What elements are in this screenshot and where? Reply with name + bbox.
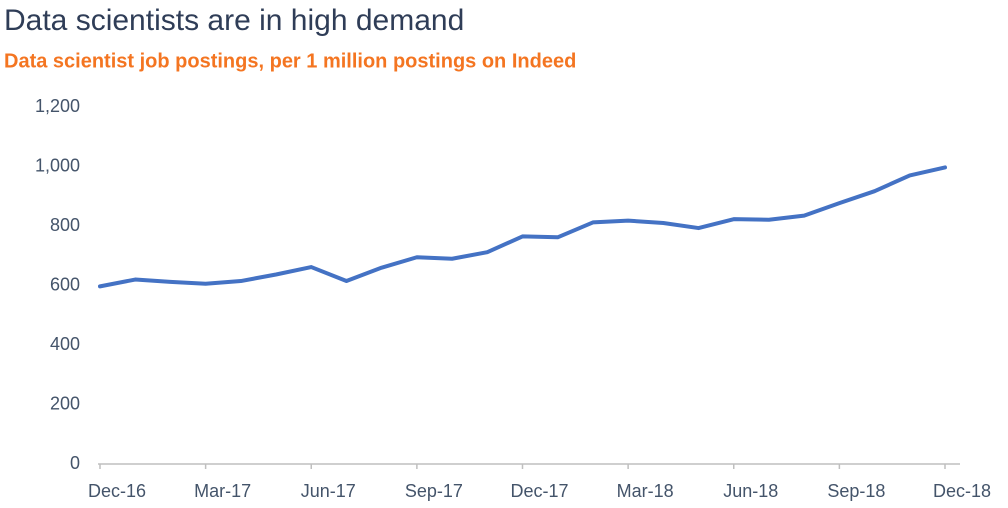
x-tick-label: Mar-17 [194, 481, 251, 501]
x-tick-label: Jun-18 [723, 481, 778, 501]
y-tick-label: 400 [50, 334, 80, 354]
y-tick-label: 0 [70, 453, 80, 473]
y-tick-label: 600 [50, 274, 80, 294]
y-tick-label: 1,000 [35, 155, 80, 175]
x-tick-label: Dec-17 [510, 481, 568, 501]
x-tick-label: Dec-18 [933, 481, 991, 501]
x-tick-label: Jun-17 [301, 481, 356, 501]
y-tick-label: 200 [50, 393, 80, 413]
x-tick-label: Mar-18 [617, 481, 674, 501]
chart-subtitle: Data scientist job postings, per 1 milli… [4, 50, 576, 72]
y-tick-label: 1,200 [35, 96, 80, 116]
x-tick-label: Sep-18 [827, 481, 885, 501]
x-tick-label: Dec-16 [88, 481, 146, 501]
data-line [98, 165, 947, 289]
x-tick-label: Sep-17 [405, 481, 463, 501]
chart-title: Data scientists are in high demand [4, 4, 464, 37]
y-tick-label: 800 [50, 215, 80, 235]
